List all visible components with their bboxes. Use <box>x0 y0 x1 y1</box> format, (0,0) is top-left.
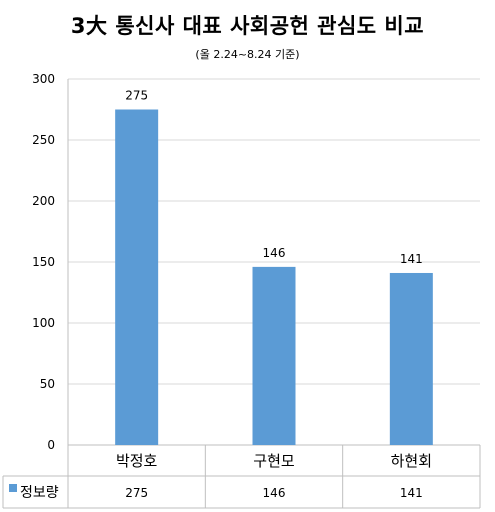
y-tick-label: 50 <box>40 377 55 391</box>
legend-label: 정보량 <box>20 485 59 501</box>
bar-value-label: 146 <box>263 246 286 260</box>
table-value: 141 <box>400 486 423 500</box>
y-tick-label: 0 <box>47 438 55 452</box>
chart-subtitle: (올 2.24~8.24 기준) <box>195 48 300 61</box>
legend-swatch <box>9 484 17 492</box>
table-value: 275 <box>125 486 148 500</box>
chart-title: 3大 통신사 대표 사회공헌 관심도 비교 <box>70 14 425 38</box>
bar <box>252 266 296 445</box>
y-tick-label: 100 <box>32 316 55 330</box>
y-tick-label: 200 <box>32 194 55 208</box>
bar-value-label: 141 <box>400 252 423 266</box>
bar <box>389 272 433 445</box>
table-value: 146 <box>263 486 286 500</box>
bar <box>115 109 159 445</box>
bar-value-label: 275 <box>125 89 148 103</box>
y-tick-label: 150 <box>32 255 55 269</box>
x-category-label: 구현모 <box>253 452 295 470</box>
x-category-label: 박정호 <box>116 452 158 470</box>
x-category-label: 하현회 <box>391 452 432 470</box>
y-tick-label: 300 <box>32 72 55 86</box>
y-tick-label: 250 <box>32 133 55 147</box>
